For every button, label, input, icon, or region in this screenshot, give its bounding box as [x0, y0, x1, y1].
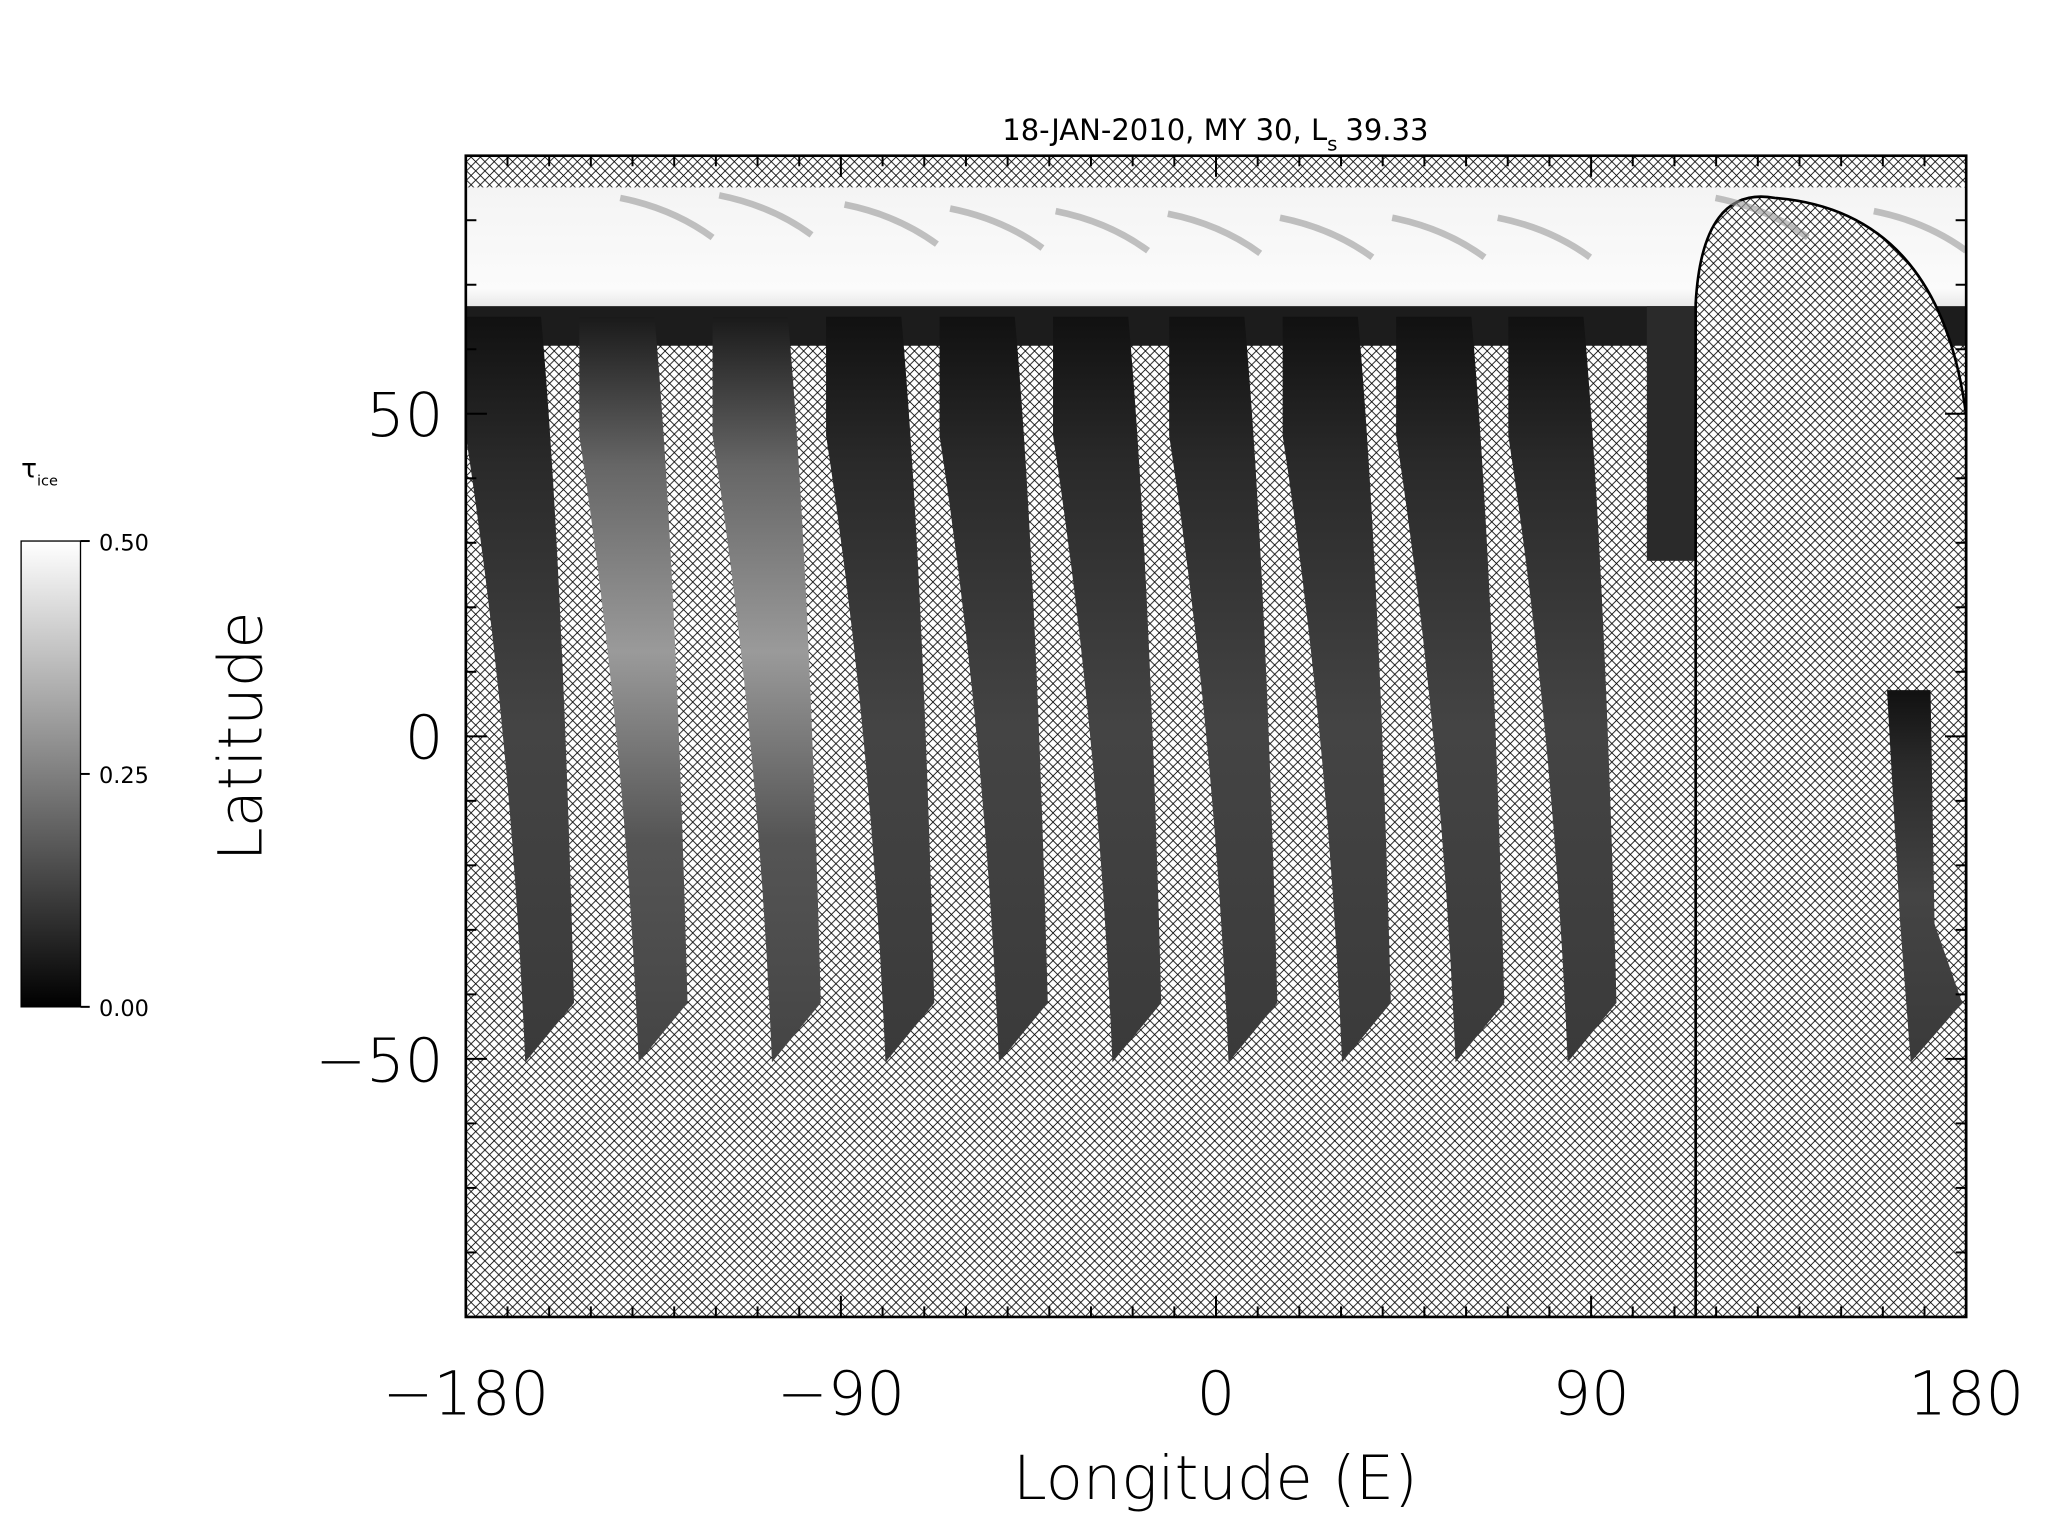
swath [1396, 316, 1505, 1063]
swath [1646, 306, 1696, 561]
swath [712, 316, 821, 1063]
streak [843, 201, 939, 247]
streak [619, 194, 715, 241]
swath [939, 316, 1048, 1063]
map-area [465, 155, 1967, 1317]
x-tick-label: −180 [382, 1360, 549, 1430]
y-tick-label: 50 [366, 381, 443, 451]
x-axis-label: Longitude (E) [1013, 1444, 1418, 1514]
x-tick-label: 90 [1552, 1360, 1629, 1430]
swath [1169, 316, 1278, 1063]
y-axis-label: Latitude [206, 611, 276, 861]
streak [1873, 207, 1967, 254]
y-tick-label: 0 [405, 704, 444, 774]
streak [1279, 214, 1375, 260]
streak [949, 205, 1045, 251]
colorbar-tick-label: 0.50 [99, 530, 149, 556]
colorbar-label: τice [21, 455, 58, 490]
swaths [465, 316, 1617, 1063]
streak [1714, 194, 1810, 241]
missing-data-dome [1694, 195, 1967, 1317]
x-tick-label: 180 [1908, 1360, 2024, 1430]
title-subscript: s [1327, 132, 1337, 155]
x-tick-label: 0 [1197, 1360, 1236, 1430]
swath [826, 316, 935, 1063]
streak [1055, 207, 1150, 254]
colorbar-tick-label: 0.25 [99, 763, 149, 789]
streak [1497, 214, 1593, 260]
colorbar-tick-label: 0.00 [99, 996, 149, 1022]
y-tick-label: −50 [315, 1026, 443, 1096]
colorbar [20, 540, 82, 1008]
title-text: 18-JAN-2010, MY 30, L [1002, 113, 1328, 147]
swath [1053, 316, 1162, 1063]
colorbar-label-text: τ [21, 455, 37, 485]
colorbar-label-subscript: ice [37, 474, 58, 490]
swath [465, 316, 575, 1063]
swath [1887, 690, 1963, 1063]
streak [1391, 214, 1487, 260]
streak [718, 192, 814, 238]
x-tick-label: −90 [777, 1360, 905, 1430]
title-suffix: 39.33 [1345, 113, 1428, 147]
swath [1508, 316, 1617, 1063]
chart-title: 18-JAN-2010, MY 30, Ls 39.33 [1002, 113, 1428, 156]
swath [1282, 316, 1391, 1063]
swath [579, 316, 688, 1063]
streak [1167, 210, 1263, 257]
streaks [619, 192, 1967, 260]
